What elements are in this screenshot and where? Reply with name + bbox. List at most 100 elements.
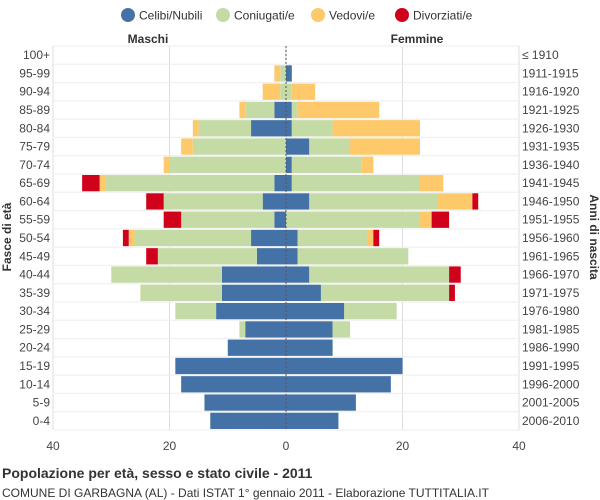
bar-male-vedovi-e-95-99 bbox=[274, 65, 281, 82]
bar-female-vedovi-e-60-64 bbox=[437, 193, 473, 210]
bar-male-coniugati-e-25-29 bbox=[239, 321, 246, 338]
age-tick-label: 55-59 bbox=[19, 213, 50, 227]
bar-female-celibi-nubili-10-14 bbox=[286, 376, 391, 393]
age-tick-label: 75-79 bbox=[19, 140, 50, 154]
bar-male-vedovi-e-75-79 bbox=[181, 138, 193, 155]
age-tick-label: 5-9 bbox=[33, 396, 51, 410]
age-tick-label: 40-44 bbox=[19, 268, 50, 282]
bar-male-coniugati-e-75-79 bbox=[192, 138, 286, 155]
birth-year-tick-label: 1981-1985 bbox=[522, 322, 580, 336]
bar-female-vedovi-e-70-74 bbox=[361, 156, 374, 173]
bar-male-celibi-nubili-0-4 bbox=[210, 412, 286, 429]
bar-male-coniugati-e-65-69 bbox=[105, 175, 275, 192]
bar-male-coniugati-e-70-74 bbox=[169, 156, 286, 173]
birth-year-tick-label: 1946-1950 bbox=[522, 194, 580, 208]
y-axis-label-right: Anni di nascita bbox=[587, 194, 600, 280]
bar-female-coniugati-e-90-94 bbox=[286, 83, 292, 100]
legend-swatch bbox=[311, 8, 325, 22]
bar-female-divorziati-e-55-59 bbox=[431, 211, 450, 228]
bar-male-celibi-nubili-60-64 bbox=[262, 193, 286, 210]
bar-female-coniugati-e-75-79 bbox=[309, 138, 351, 155]
age-tick-label: 15-19 bbox=[19, 359, 50, 373]
birth-year-tick-label: 1986-1990 bbox=[522, 341, 580, 355]
bar-female-coniugati-e-70-74 bbox=[291, 156, 362, 173]
birth-year-tick-label: 1916-1920 bbox=[522, 85, 580, 99]
birth-year-tick-label: 1931-1935 bbox=[522, 140, 580, 154]
x-tick-label: 40 bbox=[512, 439, 526, 453]
bar-female-vedovi-e-75-79 bbox=[350, 138, 420, 155]
bar-male-celibi-nubili-45-49 bbox=[256, 248, 286, 265]
age-tick-label: 90-94 bbox=[19, 85, 50, 99]
legend-label: Celibi/Nubili bbox=[139, 9, 202, 23]
bar-male-coniugati-e-50-54 bbox=[134, 229, 252, 247]
bar-female-divorziati-e-60-64 bbox=[472, 193, 479, 210]
bar-female-celibi-nubili-75-79 bbox=[286, 138, 310, 155]
bar-female-celibi-nubili-95-99 bbox=[286, 65, 292, 82]
birth-year-tick-label: 2001-2005 bbox=[522, 396, 580, 410]
tick-labels: 100+ ≤ 1910 95-99 1911-1915 90-94 1916-1920 85… bbox=[19, 48, 579, 453]
age-tick-label: 85-89 bbox=[19, 103, 50, 117]
bar-male-coniugati-e-60-64 bbox=[163, 193, 263, 210]
x-tick-label: 20 bbox=[163, 439, 177, 453]
age-tick-label: 45-49 bbox=[19, 249, 50, 263]
right-side-label: Femmine bbox=[391, 32, 444, 46]
birth-year-tick-label: 1991-1995 bbox=[522, 359, 580, 373]
bar-male-coniugati-e-35-39 bbox=[140, 284, 222, 301]
bar-female-divorziati-e-35-39 bbox=[449, 284, 455, 301]
legend-swatch bbox=[216, 8, 230, 22]
bar-female-coniugati-e-55-59 bbox=[286, 211, 420, 228]
bar-male-vedovi-e-80-84 bbox=[192, 120, 199, 137]
legend: Celibi/Nubili Coniugati/e Vedovi/e Divorzia… bbox=[121, 8, 473, 23]
birth-year-tick-label: 1941-1945 bbox=[522, 176, 580, 190]
bar-female-celibi-nubili-5-9 bbox=[286, 394, 356, 411]
bar-male-divorziati-e-60-64 bbox=[146, 193, 164, 210]
bar-female-celibi-nubili-60-64 bbox=[286, 193, 310, 210]
bar-female-coniugati-e-85-89 bbox=[291, 101, 298, 119]
birth-year-tick-label: 1951-1955 bbox=[522, 213, 580, 227]
bar-male-celibi-nubili-35-39 bbox=[221, 284, 286, 301]
bar-male-vedovi-e-50-54 bbox=[128, 229, 135, 247]
birth-year-tick-label: 1976-1980 bbox=[522, 304, 580, 318]
birth-year-tick-label: 1966-1970 bbox=[522, 268, 580, 282]
birth-year-tick-label: 1921-1925 bbox=[522, 103, 580, 117]
age-tick-label: 50-54 bbox=[19, 231, 50, 245]
bar-female-vedovi-e-90-94 bbox=[291, 83, 316, 100]
bar-male-celibi-nubili-15-19 bbox=[175, 357, 286, 375]
birth-year-tick-label: 1956-1960 bbox=[522, 231, 580, 245]
bar-male-vedovi-e-70-74 bbox=[163, 156, 170, 173]
age-tick-label: 30-34 bbox=[19, 304, 50, 318]
bar-male-coniugati-e-95-99 bbox=[280, 65, 286, 82]
age-tick-label: 70-74 bbox=[19, 158, 50, 172]
y-axis-label-left: Fasce di età bbox=[0, 202, 14, 271]
bars bbox=[82, 46, 479, 430]
bar-male-celibi-nubili-55-59 bbox=[274, 211, 286, 228]
birth-year-tick-label: ≤ 1910 bbox=[522, 48, 559, 62]
bar-male-coniugati-e-55-59 bbox=[181, 211, 275, 228]
bar-female-celibi-nubili-70-74 bbox=[286, 156, 292, 173]
birth-year-tick-label: 1971-1975 bbox=[522, 286, 580, 300]
bar-male-celibi-nubili-50-54 bbox=[251, 229, 286, 247]
bar-female-coniugati-e-80-84 bbox=[291, 120, 333, 137]
chart-title: Popolazione per età, sesso e stato civil… bbox=[2, 465, 313, 481]
bar-male-celibi-nubili-65-69 bbox=[274, 175, 286, 192]
bar-female-celibi-nubili-25-29 bbox=[286, 321, 333, 338]
age-tick-label: 0-4 bbox=[33, 414, 51, 428]
bar-female-celibi-nubili-20-24 bbox=[286, 339, 333, 356]
bar-female-celibi-nubili-50-54 bbox=[286, 229, 298, 247]
bar-female-coniugati-e-45-49 bbox=[297, 248, 409, 265]
left-side-label: Maschi bbox=[128, 32, 169, 46]
bar-female-celibi-nubili-15-19 bbox=[286, 357, 403, 375]
bar-male-coniugati-e-30-34 bbox=[175, 303, 217, 320]
bar-male-celibi-nubili-40-44 bbox=[221, 266, 286, 283]
bar-male-divorziati-e-65-69 bbox=[82, 175, 100, 192]
bar-female-coniugati-e-65-69 bbox=[291, 175, 420, 192]
bar-male-celibi-nubili-25-29 bbox=[245, 321, 286, 338]
bar-female-celibi-nubili-65-69 bbox=[286, 175, 292, 192]
bar-male-coniugati-e-85-89 bbox=[245, 101, 275, 119]
bar-female-celibi-nubili-0-4 bbox=[286, 412, 339, 429]
bar-male-vedovi-e-65-69 bbox=[99, 175, 106, 192]
age-tick-label: 95-99 bbox=[19, 66, 50, 80]
bar-male-coniugati-e-90-94 bbox=[280, 83, 286, 100]
x-tick-label: 20 bbox=[396, 439, 410, 453]
